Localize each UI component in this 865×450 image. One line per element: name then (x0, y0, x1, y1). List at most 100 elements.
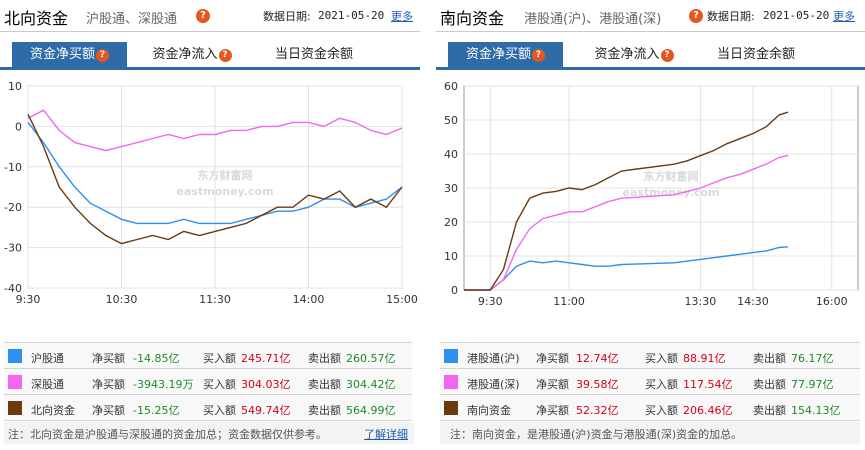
series-line (464, 111, 789, 291)
legend-name: 深股通 (31, 378, 64, 391)
net-value: -14.85亿 (133, 352, 180, 365)
north-note: 注：北向资金是沪股通与深股通的资金加总；资金数据仅供参考。 了解详细 (4, 422, 414, 444)
sell-value: 564.99亿 (346, 404, 396, 417)
series-line (27, 109, 403, 152)
north-chart: 东方财富网 eastmoney.com 10 0 -10 -20 -30 -40 9:30 10:… (0, 74, 429, 314)
buy-label: 买入额 (203, 404, 236, 417)
sell-label: 卖出额 (308, 404, 341, 417)
south-header: 南向资金 港股通(沪)、港股通(深) ? 数据日期: 2021-05-20 更多 (436, 0, 865, 32)
legend-swatch (444, 349, 458, 363)
legend-row-hk-sz: 港股通(深) 净买额 39.58亿 买入额 117.54亿 卖出额 77.97亿 (440, 369, 860, 395)
net-value: 12.74亿 (576, 352, 619, 365)
south-note: 注：南向资金，是港股通(沪)资金与港股通(深)资金的加总。 (440, 422, 860, 444)
net-label: 净买额 (536, 378, 569, 391)
tab-net-inflow[interactable]: 资金净流入? (142, 42, 242, 69)
y-tick-label: 50 (444, 114, 458, 127)
legend-row-sh: 沪股通 净买额 -14.85亿 买入额 245.71亿 卖出额 260.57亿 (4, 343, 412, 369)
y-tick-label: -20 (4, 201, 22, 214)
net-value: 39.58亿 (576, 378, 619, 391)
tab-label: 资金净流入 (594, 47, 660, 62)
sell-label: 卖出额 (753, 378, 786, 391)
learn-more-link[interactable]: 了解详细 (364, 428, 408, 441)
series-line (464, 154, 789, 291)
sell-label: 卖出额 (308, 378, 341, 391)
south-title: 南向资金 (440, 9, 505, 28)
buy-value: 549.74亿 (241, 404, 291, 417)
buy-value: 245.71亿 (241, 352, 291, 365)
watermark-text: eastmoney.com (177, 185, 274, 198)
north-panel: 北向资金 沪股通、深股通 ? 数据日期: 2021-05-20 更多 资金净买额… (0, 0, 420, 450)
sell-label: 卖出额 (753, 352, 786, 365)
help-icon[interactable]: ? (660, 49, 674, 62)
sell-value: 77.97亿 (791, 378, 834, 391)
x-tick-label: 13:30 (685, 295, 717, 308)
y-tick-label: 10 (444, 250, 458, 263)
x-tick-label: 9:30 (16, 293, 41, 306)
legend-row-south: 南向资金 净买额 52.32亿 买入额 206.46亿 卖出额 154.13亿 (440, 395, 860, 421)
help-icon[interactable]: ? (689, 9, 703, 23)
north-title: 北向资金 (4, 9, 69, 28)
tab-daily-balance[interactable]: 当日资金余额 (266, 42, 362, 69)
north-tabs: 资金净买额? 资金净流入? 当日资金余额 (0, 40, 420, 70)
legend-name: 港股通(深) (467, 378, 520, 391)
legend-name: 港股通(沪) (467, 352, 520, 365)
legend-name: 北向资金 (31, 404, 75, 417)
x-tick-label: 11:00 (553, 295, 585, 308)
y-tick-label: 0 (15, 120, 22, 133)
south-tabs: 资金净买额? 资金净流入? 当日资金余额 (436, 40, 865, 70)
tab-net-buy[interactable]: 资金净买额? (448, 42, 563, 69)
legend-name: 南向资金 (467, 404, 511, 417)
y-tick-label: 60 (444, 80, 458, 93)
x-tick-label: 16:00 (816, 295, 848, 308)
net-label: 净买额 (92, 404, 125, 417)
help-icon[interactable]: ? (96, 49, 109, 62)
legend-row-sz: 深股通 净买额 -3943.19万 买入额 304.03亿 卖出额 304.42… (4, 369, 412, 395)
tab-net-inflow[interactable]: 资金净流入? (584, 42, 684, 69)
legend-row-north: 北向资金 净买额 -15.25亿 买入额 549.74亿 卖出额 564.99亿 (4, 395, 412, 421)
x-tick-label: 14:30 (737, 295, 769, 308)
y-tick-label: -30 (4, 242, 22, 255)
date-value: 2021-05-20 (763, 9, 830, 22)
x-tick-label: 11:30 (199, 293, 231, 306)
buy-label: 买入额 (203, 352, 236, 365)
y-tick-label: -40 (4, 282, 22, 295)
note-text: 注：南向资金，是港股通(沪)资金与港股通(深)资金的加总。 (450, 428, 743, 441)
date-value: 2021-05-20 (318, 9, 385, 22)
net-value: 52.32亿 (576, 404, 619, 417)
buy-label: 买入额 (645, 404, 678, 417)
x-tick-label: 10:30 (106, 293, 138, 306)
legend-swatch (8, 401, 22, 415)
net-label: 净买额 (92, 378, 125, 391)
tab-daily-balance[interactable]: 当日资金余额 (708, 42, 804, 69)
sell-value: 76.17亿 (791, 352, 834, 365)
watermark-text: 东方财富网 (644, 169, 699, 183)
series-line (27, 113, 403, 245)
help-icon[interactable]: ? (196, 9, 210, 23)
sell-value: 154.13亿 (791, 404, 841, 417)
more-link[interactable]: 更多 (391, 10, 413, 23)
north-header: 北向资金 沪股通、深股通 ? 数据日期: 2021-05-20 更多 (0, 0, 420, 32)
buy-label: 买入额 (203, 378, 236, 391)
tab-net-buy[interactable]: 资金净买额? (12, 42, 127, 69)
y-tick-label: 40 (444, 148, 458, 161)
legend-swatch (8, 349, 22, 363)
legend-swatch (8, 375, 22, 389)
south-subtitle: 港股通(沪)、港股通(深) (524, 12, 662, 27)
buy-value: 117.54亿 (683, 378, 733, 391)
y-tick-label: 30 (444, 182, 458, 195)
net-label: 净买额 (536, 404, 569, 417)
buy-value: 304.03亿 (241, 378, 291, 391)
y-tick-label: -10 (4, 161, 22, 174)
note-text: 注：北向资金是沪股通与深股通的资金加总；资金数据仅供参考。 (8, 428, 327, 441)
series-line (464, 246, 789, 291)
help-icon[interactable]: ? (218, 49, 232, 62)
sell-value: 304.42亿 (346, 378, 396, 391)
y-tick-label: 20 (444, 216, 458, 229)
more-link[interactable]: 更多 (833, 10, 855, 23)
north-subtitle: 沪股通、深股通 (86, 12, 178, 27)
date-label: 数据日期: (707, 10, 755, 23)
north-chart-svg: 东方财富网 eastmoney.com 10 0 -10 -20 -30 -409:30 10:… (4, 80, 418, 306)
legend-row-hk-sh: 港股通(沪) 净买额 12.74亿 买入额 88.91亿 卖出额 76.17亿 (440, 343, 860, 369)
help-icon[interactable]: ? (532, 49, 545, 62)
